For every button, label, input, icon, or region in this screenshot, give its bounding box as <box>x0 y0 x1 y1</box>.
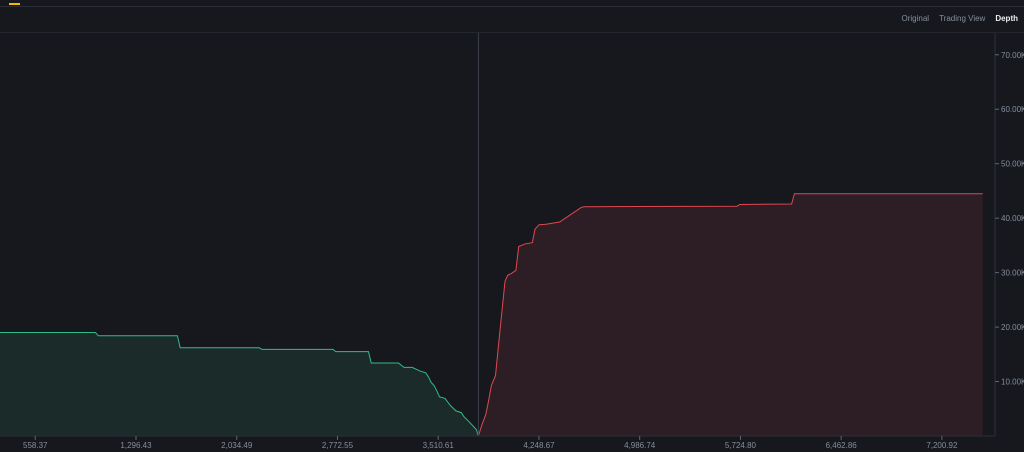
x-tick-label: 2,034.49 <box>221 441 253 450</box>
bids-depth-line <box>0 332 479 437</box>
x-tick-label: 4,248.67 <box>523 441 555 450</box>
bids-depth-area <box>0 332 479 436</box>
top-bar <box>0 0 1024 7</box>
tab-trading-view[interactable]: Trading View <box>939 14 986 23</box>
tab-depth[interactable]: Depth <box>995 14 1018 23</box>
y-tick-label: 50.00K <box>1001 160 1024 169</box>
y-tick-label: 10.00K <box>1001 378 1024 387</box>
x-tick-label: 7,200.92 <box>926 441 958 450</box>
asks-depth-area <box>478 193 983 436</box>
asks-depth-line <box>477 193 983 437</box>
tab-original[interactable]: Original <box>901 14 930 23</box>
chart-view-tabs: Original Trading View Depth <box>902 13 1019 25</box>
x-tick-label: 1,296.43 <box>120 441 152 450</box>
y-tick-label: 20.00K <box>1001 323 1024 332</box>
y-tick-label: 40.00K <box>1001 214 1024 223</box>
header-divider <box>0 32 1024 33</box>
y-tick-label: 70.00K <box>1001 51 1024 60</box>
y-tick-label: 30.00K <box>1001 269 1024 278</box>
x-axis: 558.37 1,296.43 2,034.49 2,772.55 3,510.61 4,… <box>0 435 995 450</box>
active-tab-indicator <box>9 3 20 5</box>
x-tick-label: 5,724.80 <box>725 441 757 450</box>
x-tick-label: 558.37 <box>23 441 48 450</box>
x-tick-label: 6,462.86 <box>826 441 858 450</box>
y-axis: 10.00K 20.00K 30.00K 40.00K 50.00K 60.00K 70.0… <box>994 33 1024 436</box>
x-tick-label: 2,772.55 <box>322 441 354 450</box>
x-tick-label: 4,986.74 <box>624 441 656 450</box>
x-tick-label: 3,510.61 <box>423 441 455 450</box>
y-tick-label: 60.00K <box>1001 105 1024 114</box>
